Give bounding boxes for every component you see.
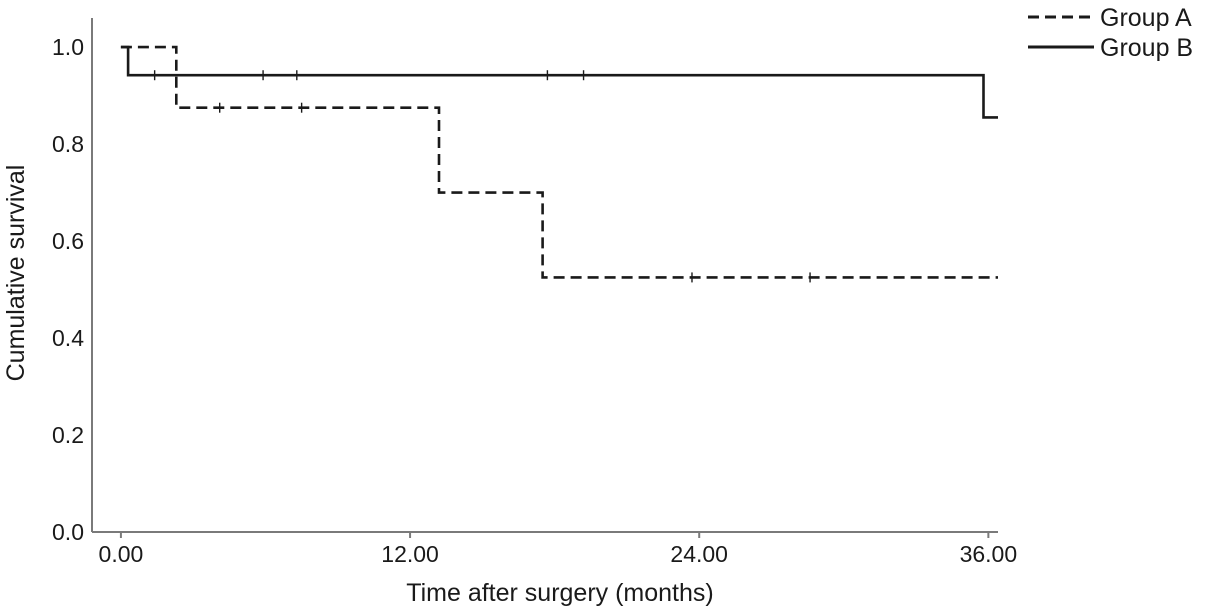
y-tick-labels: 0.0 0.2 0.4 0.6 0.8 1.0 xyxy=(52,34,84,545)
x-tick-label: 12.00 xyxy=(381,541,439,567)
x-tick-marks xyxy=(119,532,990,538)
y-tick-label: 0.0 xyxy=(52,519,84,545)
x-axis-title: Time after surgery (months) xyxy=(406,579,713,607)
x-tick-label: 0.00 xyxy=(99,541,144,567)
y-tick-label: 0.6 xyxy=(52,228,84,254)
y-tick-label: 0.8 xyxy=(52,131,84,157)
series-line-group-b xyxy=(120,45,998,119)
x-tick-label: 24.00 xyxy=(670,541,728,567)
x-tick-labels: 0.00 12.00 24.00 36.00 xyxy=(99,541,1018,567)
series-layer xyxy=(120,45,998,279)
y-tick-label: 0.2 xyxy=(52,422,84,448)
series-line-group-a xyxy=(120,45,998,279)
legend-label-group-a: Group A xyxy=(1100,4,1192,32)
y-tick-label: 1.0 xyxy=(52,34,84,60)
legend-label-group-b: Group B xyxy=(1100,34,1193,62)
y-tick-label: 0.4 xyxy=(52,325,84,351)
legend: Group A Group B xyxy=(1028,4,1193,62)
x-tick-label: 36.00 xyxy=(960,541,1018,567)
y-axis-title: Cumulative survival xyxy=(2,165,30,382)
censor-marks-layer xyxy=(153,70,811,283)
